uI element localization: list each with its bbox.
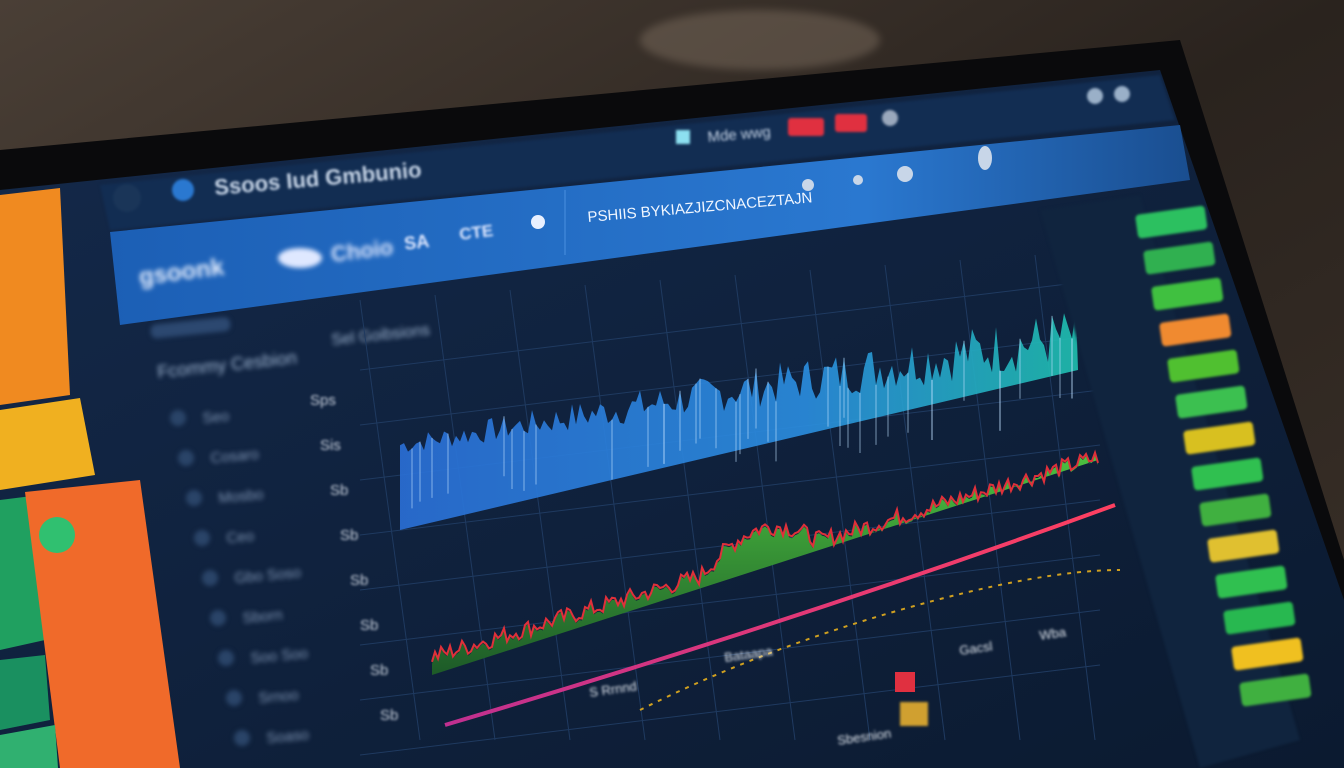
grid-line (659, 279, 721, 741)
menu-icon[interactable] (113, 184, 141, 212)
sidebar-item-0[interactable]: Seo (202, 408, 230, 427)
right-panel-item[interactable] (1239, 673, 1312, 707)
right-panel-item[interactable] (1135, 205, 1208, 239)
right-panel-item[interactable] (1199, 493, 1272, 527)
sidebar-icon (186, 490, 202, 506)
green-area-series (432, 454, 1098, 675)
right-panel-item[interactable] (1207, 529, 1280, 563)
y-axis-label: Sps (310, 392, 336, 409)
mic-icon[interactable] (978, 146, 992, 170)
sidebar-icon (202, 570, 218, 586)
cloud-icon (278, 248, 322, 268)
blue-area-series (400, 307, 1078, 530)
background-light (640, 10, 880, 70)
right-panel (1040, 195, 1312, 768)
y-axis-label: Sb (360, 617, 378, 634)
grid-line (734, 274, 796, 741)
profile-icon[interactable] (897, 166, 913, 182)
status-dot-icon (39, 517, 75, 553)
grid-line (359, 554, 1101, 646)
chart-panel: Sps Sis Sb Sb Sb Sb Sb Sb S Rrnnd Bataapa Sbesnion… (310, 254, 1121, 756)
y-axis-label: Sb (380, 707, 398, 724)
top-bar: Ssoos Iud Gmbunio Mde wwg (100, 75, 1175, 230)
alert-badge[interactable] (788, 118, 824, 136)
right-panel-item[interactable] (1143, 241, 1216, 275)
right-panel-item[interactable] (1159, 313, 1232, 347)
grid-line (959, 259, 1021, 741)
logo-icon (172, 179, 194, 201)
grid-line (884, 264, 946, 741)
sidebar-icon (226, 690, 242, 706)
notification-icon[interactable] (1114, 86, 1130, 102)
user-icon[interactable] (882, 110, 898, 126)
grid-line (584, 284, 646, 741)
y-axis-label: Sb (350, 572, 368, 589)
top-status: Mde wwg (707, 124, 772, 146)
grid-line (359, 609, 1101, 701)
chart-annotation: Gacsl (958, 638, 993, 657)
chart-annotation: Sbesnion (836, 726, 892, 748)
y-axis-label: Sb (340, 527, 358, 544)
yellow-marker[interactable] (900, 702, 928, 726)
y-axis-label: Sb (370, 662, 388, 679)
sidebar-item-7[interactable]: Srnoo (258, 687, 299, 707)
pink-line-series (444, 503, 1116, 727)
right-panel-item[interactable] (1167, 349, 1240, 383)
grid-line (359, 299, 421, 741)
chart-annotation: Wba (1038, 624, 1067, 643)
sidebar-icon (194, 530, 210, 546)
grid-line (434, 294, 496, 741)
right-panel-item[interactable] (1191, 457, 1264, 491)
sidebar-icon (178, 450, 194, 466)
subheader-tab[interactable] (150, 317, 231, 339)
sidebar-item-5[interactable]: Sborn (242, 607, 283, 627)
red-line-series (431, 449, 1099, 663)
chart-annotation: Bataapa (723, 643, 774, 665)
sidebar-item-4[interactable]: Gbo Soso (234, 564, 302, 587)
grid-line (1034, 254, 1096, 741)
info-icon (802, 179, 814, 191)
red-marker[interactable] (895, 672, 915, 692)
sidebar-icon (210, 610, 226, 626)
right-panel-item[interactable] (1231, 637, 1304, 671)
right-panel-item[interactable] (1215, 565, 1288, 599)
nav-item-2[interactable]: CTE (458, 221, 494, 244)
grid-line (359, 279, 1101, 371)
right-panel-item[interactable] (1183, 421, 1256, 455)
left-panels (0, 188, 180, 768)
yellow-dotted-series (639, 569, 1121, 711)
sidebar: Seo Cosaro Mosbo Ceo Gbo Soso Sborn Soo Soo Srn… (170, 408, 310, 747)
grid-line (509, 289, 571, 741)
alert-badge-2[interactable] (835, 114, 867, 132)
sidebar-icon (234, 730, 250, 746)
sidebar-item-6[interactable]: Soo Soo (250, 645, 309, 667)
chart-annotation: S Rrnnd (588, 678, 637, 699)
right-panel-item[interactable] (1175, 385, 1248, 419)
status-icon (676, 130, 690, 144)
sidebar-icon (170, 410, 186, 426)
header-band: gsoonk Choio SA CTE PSHIIS BYKIAZJIZCNAC… (110, 125, 1190, 325)
right-panel-item[interactable] (1151, 277, 1224, 311)
nav-item-1[interactable]: SA (403, 231, 430, 254)
y-axis-label: Sb (330, 482, 348, 499)
sidebar-icon (218, 650, 234, 666)
grid-line (359, 444, 1101, 536)
right-panel-item[interactable] (1223, 601, 1296, 635)
settings-icon[interactable] (1087, 88, 1103, 104)
link-icon (853, 175, 863, 185)
grid-line (359, 664, 1101, 756)
sidebar-item-1[interactable]: Cosaro (210, 446, 260, 467)
sidebar-item-2[interactable]: Mosbo (218, 486, 264, 507)
y-axis-label: Sis (320, 437, 341, 454)
sidebar-item-3[interactable]: Ceo (226, 528, 255, 547)
grid-line (809, 269, 871, 741)
pin-icon[interactable] (531, 215, 545, 229)
sidebar-item-8[interactable]: Soaso (266, 726, 310, 747)
